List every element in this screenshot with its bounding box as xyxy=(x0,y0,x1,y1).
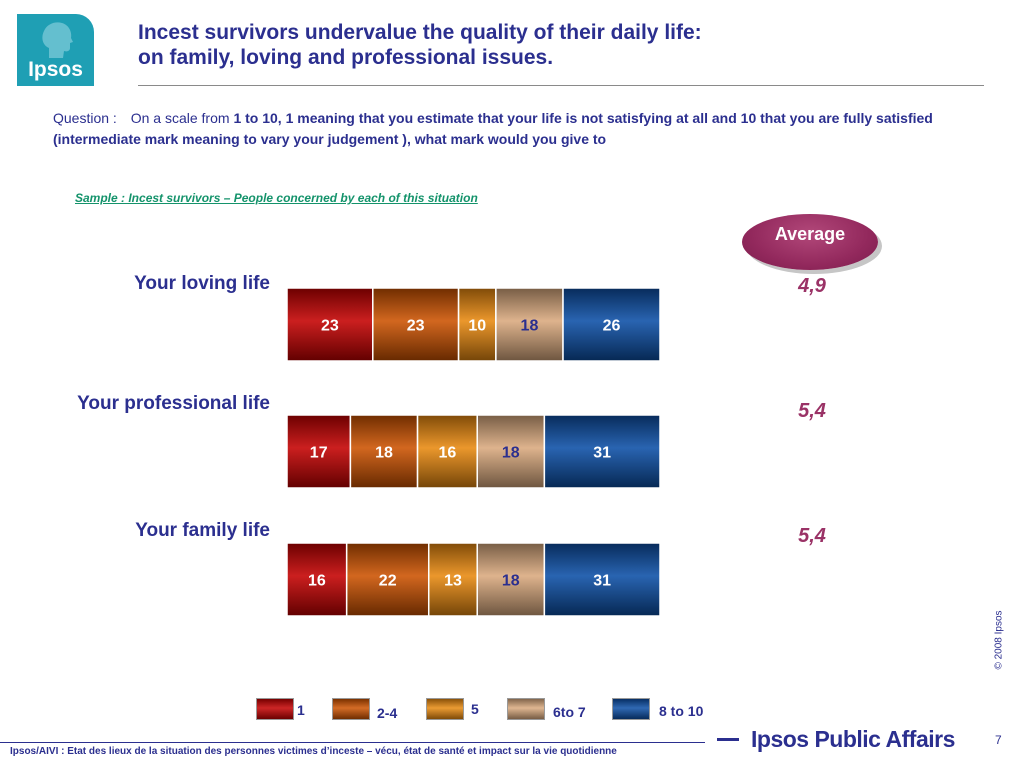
page-title: Incest survivors undervalue the quality … xyxy=(138,20,702,70)
footer-divider xyxy=(0,742,705,743)
bar-data-label: 31 xyxy=(593,445,611,462)
legend-label-8to10: 8 to 10 xyxy=(659,703,704,719)
bar-segment-your-family-life-1 xyxy=(286,542,348,617)
logo-text: Ipsos xyxy=(28,58,83,81)
bar-data-label: 23 xyxy=(321,318,339,335)
brand-accent-bar xyxy=(717,738,739,741)
bar-segment-your-professional-life-8-to-10 xyxy=(543,414,661,489)
average-value: 5,4 xyxy=(798,525,826,547)
title-line-1: Incest survivors undervalue the quality … xyxy=(138,21,702,44)
question-text: Question : On a scale from 1 to 10, 1 me… xyxy=(53,108,973,150)
question-body: 1 to 10, 1 meaning that you estimate tha… xyxy=(53,110,933,147)
page-number: 7 xyxy=(995,733,1002,747)
sample-note: Sample : Incest survivors – People conce… xyxy=(75,191,478,205)
bar-data-label: 22 xyxy=(379,573,397,590)
legend-swatch-5 xyxy=(426,698,464,720)
bar-data-label: 26 xyxy=(603,318,621,335)
title-divider xyxy=(138,85,984,86)
legend-swatch-2-4 xyxy=(332,698,370,720)
bar-segment-your-professional-life-5 xyxy=(416,414,478,489)
copyright-notice: © 2008 Ipsos xyxy=(993,610,1005,670)
bar-segment-your-family-life-6to-7 xyxy=(476,542,546,617)
bar-data-label: 18 xyxy=(502,573,520,590)
bar-data-label: 17 xyxy=(310,445,328,462)
bar-data-label: 31 xyxy=(593,573,611,590)
bar-data-label: 18 xyxy=(521,318,539,335)
question-intro: On a scale from xyxy=(130,110,230,126)
bar-data-label: 10 xyxy=(468,318,486,335)
legend-label-2-4: 2-4 xyxy=(377,705,398,721)
average-value: 5,4 xyxy=(798,400,826,422)
legend-label-1: 1 xyxy=(297,702,305,718)
legend-label-6to7: 6to 7 xyxy=(553,704,586,720)
bar-data-label: 18 xyxy=(375,445,393,462)
title-line-2: on family, loving and professional issue… xyxy=(138,46,554,69)
question-label: Question : xyxy=(53,110,117,126)
bar-segment-your-family-life-5 xyxy=(427,542,478,617)
bar-data-label: 18 xyxy=(502,445,520,462)
footer-text: Ipsos/AIVI : Etat des lieux de la situat… xyxy=(10,746,617,757)
ipsos-logo: Ipsos xyxy=(17,14,94,86)
bar-segment-your-family-life-8-to-10 xyxy=(543,542,661,617)
row-label-family-life: Your family life xyxy=(135,520,270,541)
legend-swatch-6to7 xyxy=(507,698,545,720)
average-value: 4,9 xyxy=(798,275,826,297)
average-badge: Average xyxy=(742,214,878,270)
legend-swatch-8to10 xyxy=(612,698,650,720)
row-label-professional-life: Your professional life xyxy=(77,393,270,414)
legend-swatch-1 xyxy=(256,698,294,720)
profile-head-icon xyxy=(42,22,73,58)
bar-segment-your-professional-life-6to-7 xyxy=(476,414,546,489)
bar-segment-your-loving-life-8-to-10 xyxy=(562,287,661,362)
bar-data-label: 23 xyxy=(407,318,425,335)
legend-label-5: 5 xyxy=(471,701,479,717)
brand-name: Ipsos Public Affairs xyxy=(751,726,955,752)
bar-segment-your-loving-life-5 xyxy=(457,287,497,362)
bar-segment-your-professional-life-2-4 xyxy=(349,414,419,489)
bar-data-label: 13 xyxy=(444,573,462,590)
bar-data-label: 16 xyxy=(308,573,326,590)
bar-data-label: 16 xyxy=(438,445,456,462)
row-label-loving-life: Your loving life xyxy=(134,273,270,294)
